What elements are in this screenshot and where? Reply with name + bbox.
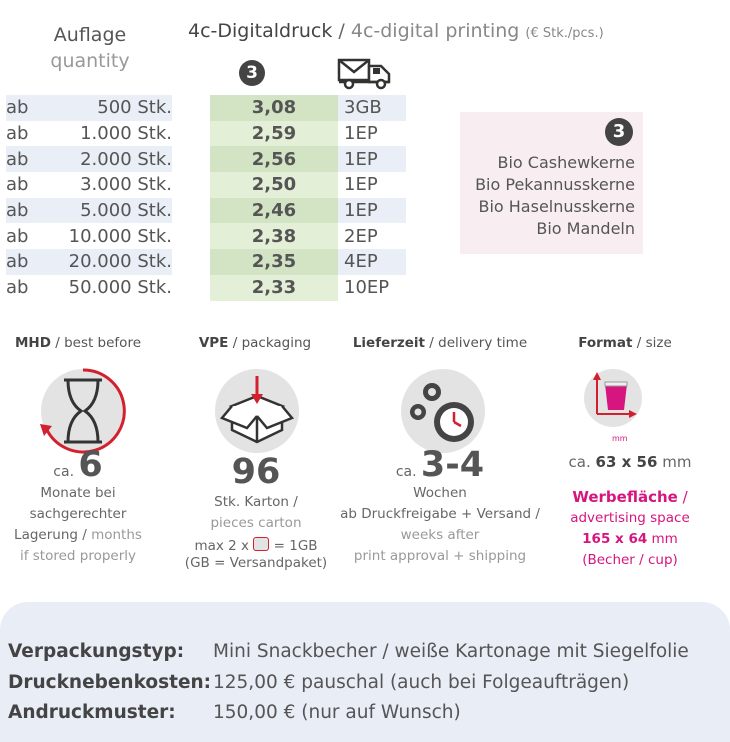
price-quantity: 3.000 Stk. (80, 174, 172, 196)
price-gap (172, 223, 210, 249)
price-value: 2,59 (210, 120, 338, 147)
vpe-details: 96 Stk. Karton / pieces carton max 2 x =… (176, 452, 336, 571)
price-value: 2,50 (210, 172, 338, 198)
price-shipping: 10EP (344, 277, 390, 299)
price-shipping: 1EP (344, 123, 378, 145)
price-value: 3,08 (210, 95, 338, 121)
print-method-en: 4c-digital printing (350, 20, 520, 42)
price-prefix: ab (6, 197, 38, 224)
format-label: Format / size (578, 335, 672, 351)
variant-item: Bio Haselnusskerne (478, 197, 635, 216)
price-quantity: 50.000 Stk. (68, 277, 172, 299)
price-gap (172, 95, 210, 121)
price-table: ab 500 Stk. 3,08 3GB ab 1.000 Stk. 2,59 1EP ab 2.… (6, 95, 406, 301)
price-shipping: 1EP (344, 174, 378, 196)
price-gap (172, 121, 210, 147)
price-value: 2,38 (210, 223, 338, 250)
box-small-icon (253, 537, 270, 551)
price-quantity: 5.000 Stk. (38, 197, 172, 224)
proof-sample-row: Andruckmuster: 150,00 € (nur auf Wunsch) (8, 702, 461, 723)
price-quantity: 20.000 Stk. (38, 249, 172, 275)
price-prefix: ab (6, 174, 29, 196)
variant-item: Bio Cashewkerne (497, 153, 636, 172)
price-prefix: ab (6, 95, 38, 121)
price-gap (172, 249, 210, 275)
price-quantity: 10.000 Stk. (68, 225, 172, 247)
price-row: ab 50.000 Stk. 2,33 10EP (6, 274, 406, 301)
price-row: ab 1.000 Stk. 2,59 1EP (6, 120, 406, 147)
variant-badge-header: 3 (239, 60, 265, 86)
variant-item: Bio Pekannusskerne (475, 175, 635, 194)
variant-box: 3 Bio Cashewkerne Bio Pekannusskerne Bio… (460, 112, 643, 254)
price-prefix: ab (6, 277, 29, 299)
price-shipping: 2EP (344, 225, 378, 247)
price-prefix: ab (6, 123, 29, 145)
price-shipping: 1EP (338, 197, 406, 224)
price-row: ab 10.000 Stk. 2,38 2EP (6, 223, 406, 250)
price-value: 2,35 (210, 249, 338, 275)
vpe-value: 96 (231, 452, 281, 492)
price-row: ab 2.000 Stk. 2,56 1EP (6, 146, 406, 173)
delivery-details: ca. 3-4 Wochen ab Druckfreigabe + Versan… (340, 445, 540, 565)
price-prefix: ab (6, 249, 38, 275)
print-method-header: 4c-Digitaldruck / 4c-digital printing (€… (188, 20, 604, 42)
mm-axis-label: mm (612, 434, 628, 443)
delivery-label: Lieferzeit / delivery time (352, 335, 528, 351)
variant-list: Bio Cashewkerne Bio Pekannusskerne Bio H… (475, 152, 635, 240)
print-method-de: 4c-Digitaldruck (188, 20, 333, 42)
delivery-value: 3-4 (420, 445, 485, 485)
price-gap (172, 275, 210, 301)
price-value: 2,46 (210, 197, 338, 224)
mhd-label: MHD / best before (14, 335, 142, 351)
price-row: ab 20.000 Stk. 2,35 4EP (6, 249, 406, 275)
quantity-label-en: quantity (50, 50, 130, 72)
price-row: ab 3.000 Stk. 2,50 1EP (6, 172, 406, 198)
price-row: ab 5.000 Stk. 2,46 1EP (6, 197, 406, 224)
price-quantity: 1.000 Stk. (80, 123, 172, 145)
price-prefix: ab (6, 225, 29, 247)
price-prefix: ab (6, 146, 38, 173)
advertising-label: Werbefläche (572, 488, 678, 506)
cup-size-icon (583, 368, 643, 432)
price-gap (172, 146, 210, 172)
price-value: 2,56 (210, 146, 338, 173)
mhd-value: 6 (78, 445, 103, 485)
mhd-details: ca. 6 Monate bei sachgerechter Lagerung … (14, 445, 142, 565)
details-panel (0, 602, 730, 742)
variant-item: Bio Mandeln (536, 219, 635, 238)
price-shipping: 4EP (338, 249, 406, 275)
hourglass-icon (38, 366, 128, 460)
price-gap (172, 198, 210, 224)
price-quantity: 2.000 Stk. (38, 146, 172, 173)
packaging-type-row: Verpackungstyp: Mini Snackbecher / weiße … (8, 641, 689, 662)
price-unit: (€ Stk./pcs.) (525, 26, 604, 41)
gears-clock-icon (398, 366, 488, 460)
shipping-truck-icon (337, 56, 393, 94)
quantity-header: Auflage quantity (40, 22, 140, 74)
variant-badge: 3 (605, 118, 633, 146)
price-shipping: 3GB (338, 95, 406, 121)
price-gap (172, 172, 210, 198)
price-shipping: 1EP (338, 146, 406, 173)
price-value: 2,33 (210, 274, 338, 301)
print-costs-row: Drucknebenkosten: 125,00 € pauschal (auch… (8, 672, 630, 693)
price-row: ab 500 Stk. 3,08 3GB (6, 95, 406, 121)
format-details: ca. 63 x 56 mm Werbefläche / advertising… (568, 453, 692, 568)
box-icon (212, 366, 302, 460)
price-quantity: 500 Stk. (38, 95, 172, 121)
vpe-label: VPE / packaging (198, 335, 312, 351)
header-separator: / (332, 20, 351, 42)
quantity-label-de: Auflage (53, 24, 127, 46)
